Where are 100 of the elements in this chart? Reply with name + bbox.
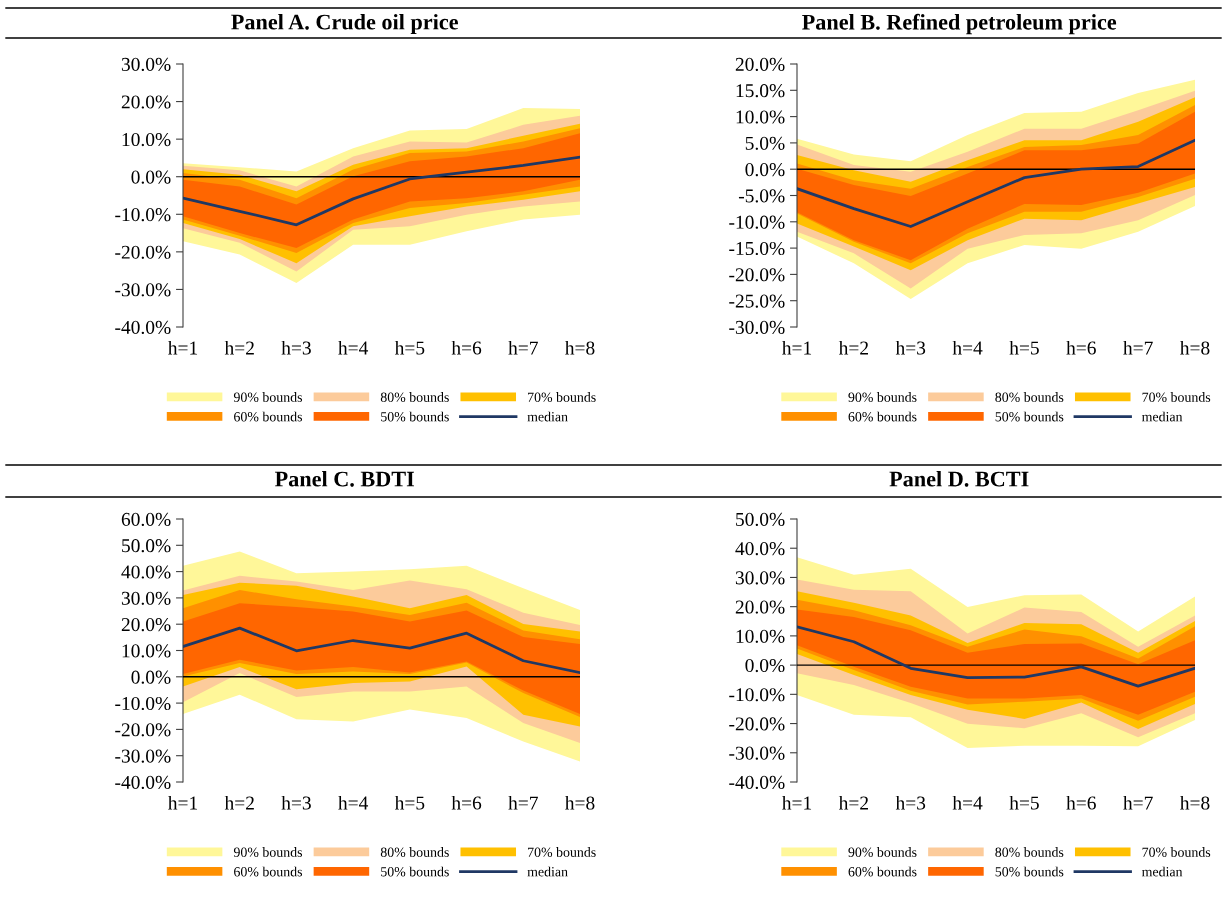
y-tick-label: -20.0% [115, 723, 171, 737]
line-series [183, 626, 580, 674]
x-tick-label: h=5 [394, 340, 425, 355]
legend-label: 80% bounds [380, 392, 449, 402]
line-series [183, 155, 580, 227]
legend-label: 50% bounds [995, 411, 1064, 422]
y-tick-label: -40.0% [115, 775, 171, 790]
legend-label: 60% bounds [234, 411, 303, 422]
legend-label: 70% bounds [1142, 392, 1211, 402]
y-tick-label: 5.0% [745, 136, 785, 150]
y-tick-label: 20.0% [121, 95, 171, 109]
x-tick-label: h=4 [952, 340, 983, 355]
y-tick-label: 10.0% [736, 110, 785, 124]
x-tick-label: h=7 [508, 795, 538, 810]
legend-label: 50% bounds [381, 411, 449, 422]
legend-label: 90% bounds [233, 847, 303, 857]
x-tick-label: h=6 [1066, 340, 1096, 355]
y-tick-label: -20.0% [729, 268, 785, 282]
x-tick-label: h=2 [838, 340, 868, 355]
legend-label: 90% bounds [233, 392, 303, 402]
legend-label: 70% bounds [1142, 847, 1211, 857]
legend-label: median [527, 411, 568, 422]
y-tick-label: 20.0% [735, 600, 785, 614]
legend-label: 70% bounds [528, 392, 596, 402]
x-tick-label: h=5 [1009, 340, 1039, 355]
y-tick-label: 50.0% [122, 539, 171, 553]
legend-label: 50% bounds [995, 866, 1064, 877]
legend-label: 60% bounds [848, 866, 917, 877]
legend-label: 80% bounds [380, 847, 449, 857]
y-tick-label: 0.0% [745, 163, 785, 177]
y-tick-label: 0.0% [131, 670, 171, 684]
y-tick-label: -10.0% [115, 696, 171, 711]
y-tick-label: 20.0% [735, 57, 785, 72]
y-tick-label: -10.0% [115, 208, 171, 222]
legend-label: 80% bounds [995, 392, 1064, 402]
x-tick-label: h=1 [167, 795, 198, 810]
legend-label: 60% bounds [848, 411, 917, 422]
y-tick-label: 30.0% [121, 591, 171, 605]
legend-label: 50% bounds [381, 866, 449, 877]
x-tick-label: h=3 [895, 340, 926, 355]
x-tick-label: h=7 [1123, 340, 1153, 355]
y-tick-label: -15.0% [729, 241, 785, 256]
y-tick-label: -40.0% [115, 320, 171, 335]
y-tick-label: 10.0% [122, 132, 171, 147]
y-tick-label: -30.0% [115, 749, 171, 763]
y-tick-label: -40.0% [729, 775, 785, 790]
x-tick-label: h=5 [394, 795, 425, 810]
chart-title: Panel C. BDTI [275, 470, 415, 487]
y-tick-label: -5.0% [738, 189, 785, 203]
y-tick-label: 10.0% [122, 644, 171, 658]
x-tick-label: h=6 [451, 795, 482, 810]
y-tick-label: 60.0% [121, 512, 171, 527]
x-tick-label: h=1 [167, 340, 198, 355]
x-tick-label: h=8 [1179, 795, 1210, 810]
x-tick-label: h=5 [1009, 795, 1039, 810]
y-tick-label: 20.0% [121, 618, 171, 632]
legend-label: 80% bounds [995, 847, 1064, 857]
y-tick-label: -10.0% [729, 215, 785, 229]
x-tick-label: h=3 [281, 795, 311, 810]
y-tick-label: -20.0% [729, 717, 785, 731]
y-tick-label: -30.0% [729, 320, 785, 335]
y-tick-label: -20.0% [115, 245, 171, 259]
x-tick-label: h=8 [1179, 340, 1210, 355]
y-tick-label: 30.0% [735, 571, 785, 585]
legend-label: median [527, 866, 568, 877]
y-tick-label: 30.0% [121, 57, 171, 72]
chart-title: Panel D. BCTI [889, 470, 1029, 487]
legend-label: median [1141, 866, 1183, 877]
y-tick-label: 10.0% [736, 629, 785, 643]
x-tick-label: h=2 [838, 795, 868, 810]
y-tick-label: 0.0% [131, 170, 171, 184]
legend-label: 60% bounds [234, 866, 303, 877]
y-tick-label: -30.0% [729, 746, 785, 760]
legend-label: 90% bounds [848, 847, 917, 857]
y-tick-label: -30.0% [115, 283, 171, 297]
x-tick-label: h=4 [338, 795, 369, 810]
y-tick-label: 40.0% [121, 565, 171, 579]
x-tick-label: h=2 [224, 340, 254, 355]
chart-title: Panel A. Crude oil price [231, 13, 458, 35]
x-tick-label: h=8 [564, 340, 595, 355]
chart-title: Panel B. Refined petroleum price [802, 13, 1117, 35]
y-tick-label: 40.0% [735, 542, 785, 556]
x-tick-label: h=6 [451, 340, 482, 355]
legend-label: 70% bounds [528, 847, 596, 857]
y-tick-label: 50.0% [736, 512, 785, 527]
x-tick-label: h=6 [1066, 795, 1096, 810]
line-series [797, 138, 1195, 228]
x-tick-label: h=3 [281, 340, 311, 355]
x-tick-label: h=4 [338, 340, 369, 355]
x-tick-label: h=1 [781, 795, 812, 810]
line-series [797, 625, 1195, 688]
x-tick-label: h=3 [895, 795, 926, 810]
y-tick-label: -25.0% [729, 294, 785, 308]
x-tick-label: h=2 [224, 795, 254, 810]
y-tick-label: 15.0% [736, 84, 785, 98]
y-tick-label: -10.0% [729, 688, 785, 702]
x-tick-label: h=7 [508, 340, 538, 355]
x-tick-label: h=8 [564, 795, 595, 810]
legend-label: median [1141, 411, 1183, 422]
x-tick-label: h=7 [1123, 795, 1153, 810]
